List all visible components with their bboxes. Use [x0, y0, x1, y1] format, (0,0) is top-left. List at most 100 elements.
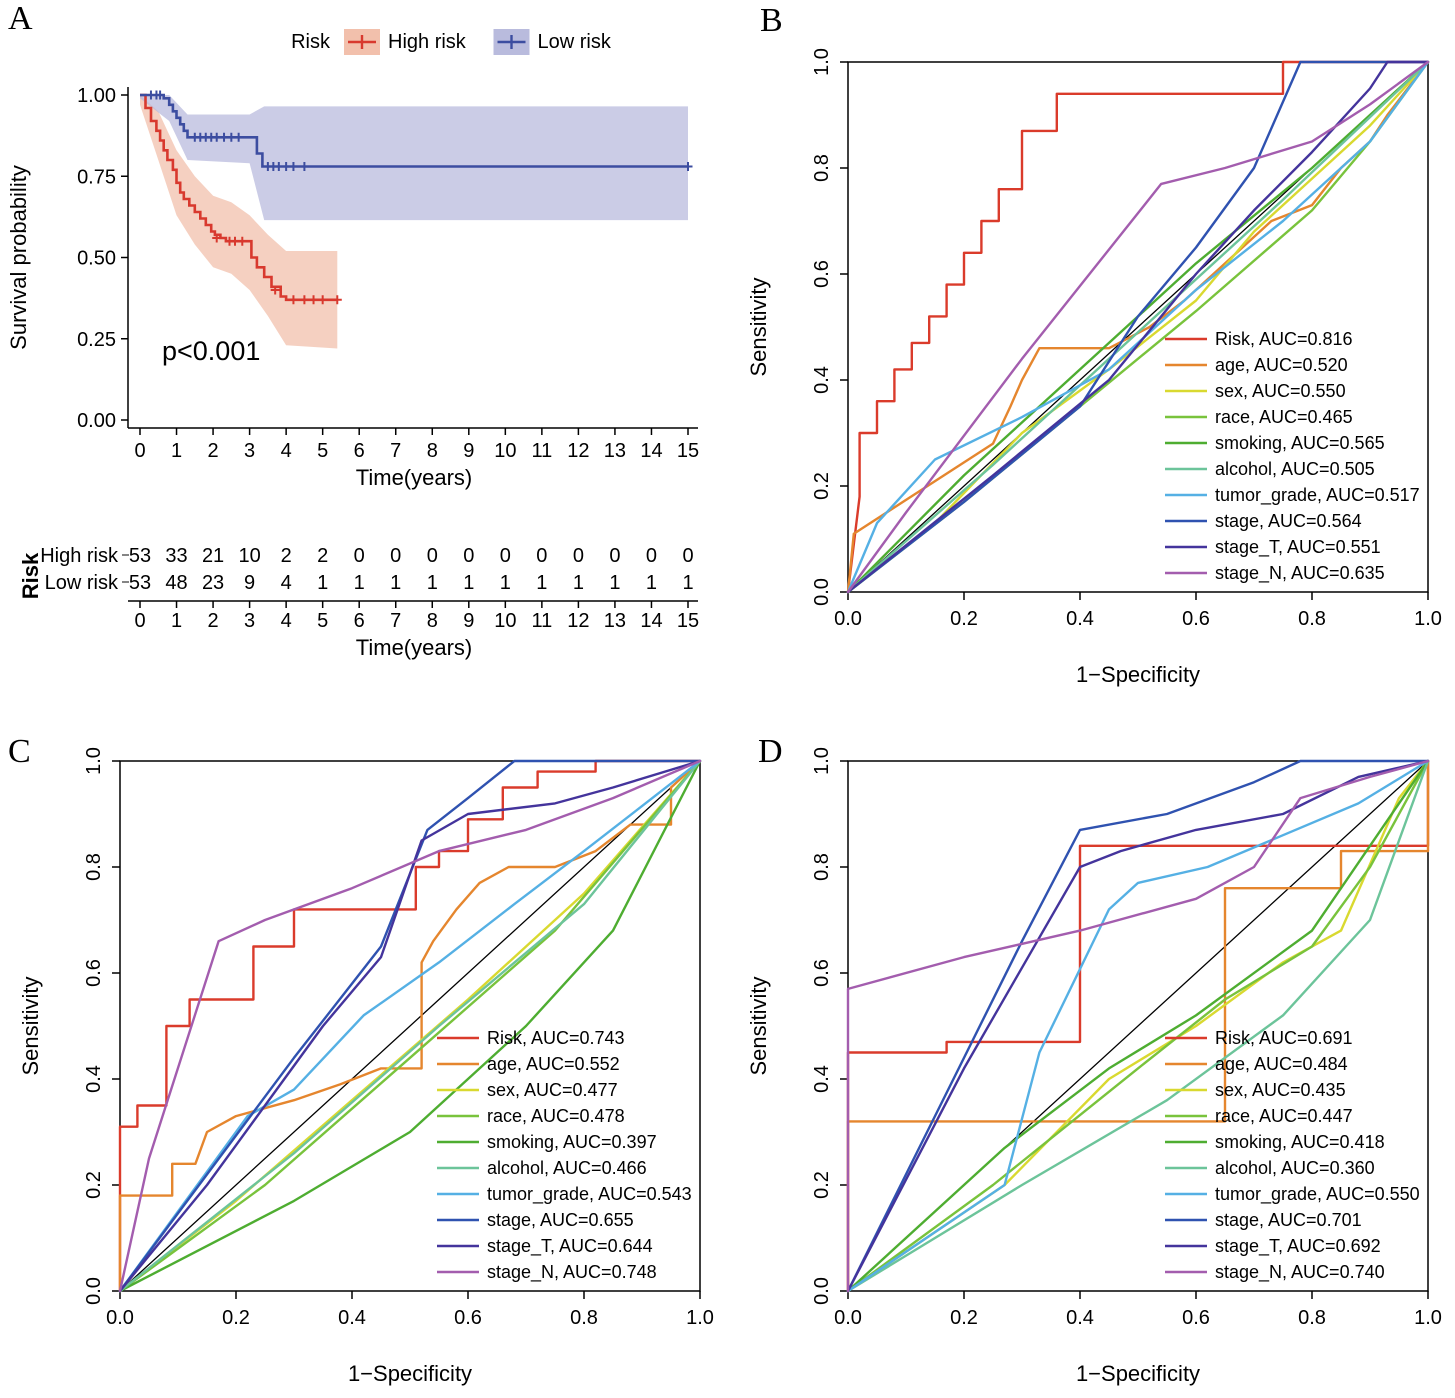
risk-count: 0 — [463, 545, 474, 567]
panel-b-letter: B — [760, 2, 783, 39]
risk-count: 1 — [573, 572, 584, 594]
p-value-label: p<0.001 — [162, 336, 260, 366]
risk-table-x-tick-label: 2 — [208, 610, 219, 632]
y-tick-label: 0.2 — [83, 1171, 105, 1199]
x-tick-label: 2 — [208, 440, 219, 462]
x-axis-label: 1−Specificity — [1076, 662, 1200, 687]
roc-curve-tumor-grade — [846, 60, 1430, 594]
risk-count: 0 — [646, 545, 657, 567]
y-tick-label: 1.00 — [77, 85, 116, 107]
legend-label-stage: stage, AUC=0.655 — [487, 1210, 634, 1230]
y-tick-label: 0.75 — [77, 166, 116, 188]
panel-d-roc: D 0.0 0.0 0.2 0.2 0.4 0.4 0.6 0.6 0.8 0.8 1.0 1.0 1−… — [728, 699, 1455, 1398]
roc-curve-stage-n — [118, 759, 702, 1293]
roc-curve-sex — [846, 60, 1430, 594]
x-tick-label: 0.6 — [1182, 1307, 1210, 1329]
y-tick-label: 0.50 — [77, 248, 116, 270]
legend-label-stage-n: stage_N, AUC=0.748 — [487, 1262, 657, 1283]
legend-label-sex: sex, AUC=0.550 — [1215, 381, 1346, 401]
risk-table-x-axis-label: Time(years) — [356, 635, 473, 660]
roc-plot-d-svg: 0.00.0 0.2 0.2 0.4 0.4 0.6 0.6 0.8 0.8 1.0 1.0 1−Sp… — [746, 747, 1442, 1386]
risk-table-x-tick-label: 5 — [317, 610, 328, 632]
risk-count: 0 — [682, 545, 693, 567]
risk-table-x-tick-label: 10 — [494, 610, 516, 632]
y-tick-label: 0.4 — [83, 1065, 105, 1093]
confidence-band-low-risk — [140, 95, 688, 221]
y-axis-label: Sensitivity — [746, 976, 771, 1075]
roc-curve-race — [846, 759, 1430, 1293]
risk-count: 1 — [317, 572, 328, 594]
risk-table-x-tick-label: 3 — [244, 610, 255, 632]
roc-curve-tumor-grade — [846, 759, 1430, 1293]
legend-label-risk: Risk, AUC=0.816 — [1215, 329, 1353, 349]
x-tick-label: 0 — [134, 440, 145, 462]
roc-plot-c-svg: 0.00.0 0.2 0.2 0.4 0.4 0.6 0.6 0.8 0.8 1.0 1.0 1−Sp… — [18, 747, 714, 1386]
roc-curve-alcohol — [846, 759, 1430, 1293]
risk-table-x-tick-label: 14 — [640, 610, 662, 632]
x-tick-label: 1.0 — [1414, 608, 1442, 630]
x-tick-label: 5 — [317, 440, 328, 462]
legend-label-risk: Risk, AUC=0.691 — [1215, 1028, 1353, 1048]
risk-table-x-tick-label: 11 — [531, 610, 552, 632]
roc-curve-stage-t — [846, 60, 1430, 594]
x-tick-label: 4 — [281, 440, 292, 462]
risk-count: 0 — [500, 545, 511, 567]
x-tick-label: 6 — [354, 440, 365, 462]
risk-count: 0 — [354, 545, 365, 567]
x-tick-label: 9 — [463, 440, 474, 462]
x-tick-label: 1.0 — [686, 1307, 714, 1329]
roc-curve-stage-t — [118, 759, 702, 1293]
legend-label-age: age, AUC=0.520 — [1215, 355, 1348, 375]
panel-b-roc: B 0.0 0.0 0.2 0.2 0.4 0.4 0.6 0.6 0.8 0.8 1.0 1.0 1−… — [728, 0, 1455, 699]
panel-a-kaplan-meier: A Risk High risk Low risk 0.00 0.25 0.50 0.75 1… — [0, 0, 727, 699]
plot-border — [119, 760, 701, 1292]
roc-curve-smoking — [118, 759, 702, 1293]
risk-count: 23 — [202, 572, 224, 594]
legend-label-alcohol: alcohol, AUC=0.505 — [1215, 459, 1375, 479]
roc-curve-stage — [118, 759, 702, 1293]
plot-border — [847, 61, 1429, 593]
risk-count: 2 — [281, 545, 292, 567]
y-tick-label: 0.8 — [811, 154, 833, 182]
x-tick-label: 0.0 — [834, 1307, 862, 1329]
legend-label-stage-n: stage_N, AUC=0.635 — [1215, 563, 1385, 584]
risk-table-x-tick-label: 8 — [427, 610, 438, 632]
x-tick-label: 0.4 — [1066, 1307, 1094, 1329]
x-tick-label: 13 — [604, 440, 626, 462]
x-tick-label: 10 — [494, 440, 516, 462]
x-tick-label: 0.4 — [338, 1307, 366, 1329]
roc-curve-alcohol — [846, 60, 1430, 594]
roc-curve-stage — [846, 759, 1430, 1293]
legend-label-smoking: smoking, AUC=0.565 — [1215, 433, 1385, 453]
roc-plot-b-svg: 0.00.0 0.2 0.2 0.4 0.4 0.6 0.6 0.8 0.8 1.0 1.0 1−Sp… — [746, 48, 1442, 687]
risk-count: 1 — [682, 572, 693, 594]
legend-label-stage: stage, AUC=0.564 — [1215, 511, 1362, 531]
roc-curve-age — [846, 759, 1430, 1293]
legend-title: Risk — [291, 31, 331, 53]
roc-curve-sex — [846, 759, 1430, 1293]
x-axis-label: 1−Specificity — [348, 1361, 472, 1386]
km-plot-svg: Risk High risk Low risk0.000.250.500.751.0… — [6, 29, 699, 660]
x-axis-label: Time(years) — [356, 465, 473, 490]
x-tick-label: 0.6 — [1182, 608, 1210, 630]
legend-label-tumor-grade: tumor_grade, AUC=0.550 — [1215, 1184, 1420, 1205]
legend-label-smoking: smoking, AUC=0.397 — [487, 1132, 657, 1152]
risk-table-x-tick-label: 13 — [604, 610, 626, 632]
y-tick-label: 0.00 — [77, 410, 116, 432]
legend-label-age: age, AUC=0.552 — [487, 1054, 620, 1074]
risk-count: 4 — [281, 572, 292, 594]
panel-c-roc: C 0.0 0.0 0.2 0.2 0.4 0.4 0.6 0.6 0.8 0.8 1.0 1.0 1−… — [0, 699, 727, 1398]
risk-count: 1 — [646, 572, 657, 594]
risk-table-x-tick-label: 15 — [677, 610, 699, 632]
x-tick-label: 0.0 — [106, 1307, 134, 1329]
roc-curve-alcohol — [118, 759, 702, 1293]
risk-table-row-label-high-risk: High risk — [40, 545, 119, 567]
x-tick-label: 0.2 — [950, 608, 978, 630]
diagonal-reference-line — [119, 760, 701, 1292]
risk-table-x-tick-label: 7 — [390, 610, 401, 632]
risk-count: 10 — [238, 545, 260, 567]
legend-label-stage: stage, AUC=0.701 — [1215, 1210, 1362, 1230]
risk-count: 9 — [244, 572, 255, 594]
panel-c-letter: C — [8, 733, 31, 770]
